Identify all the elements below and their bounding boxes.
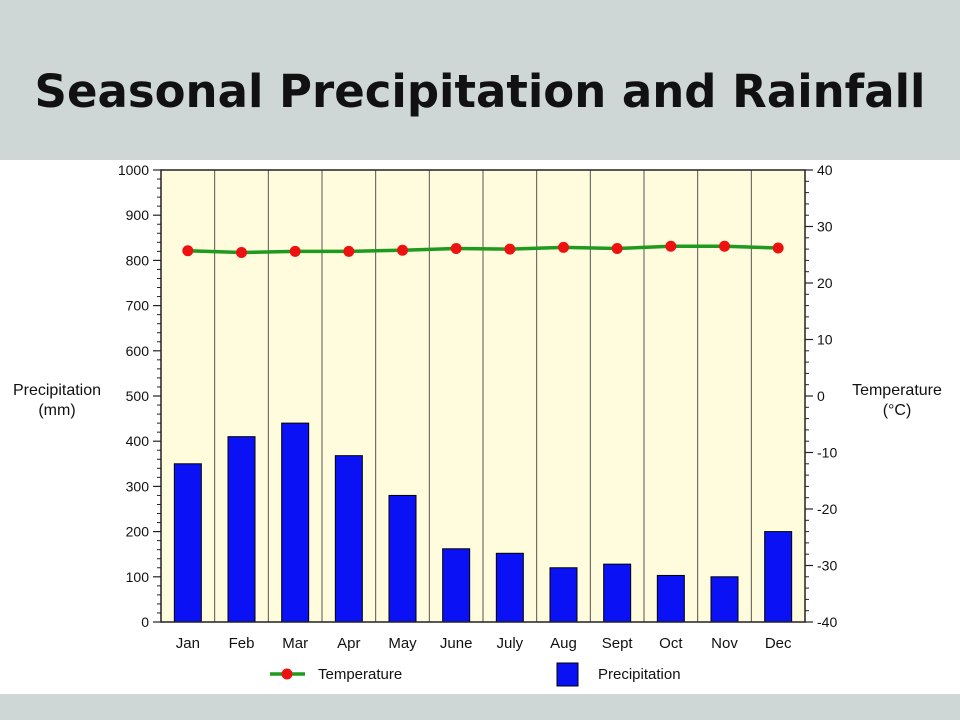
- right-axis-title: Temperature: [852, 382, 942, 399]
- x-axis-category-label: July: [496, 635, 523, 652]
- precipitation-bar: [603, 563, 632, 623]
- temperature-point: [289, 245, 301, 257]
- climate-chart: 01002003004005006007008009001000-40-30-2…: [13, 162, 942, 687]
- legend-temperature-marker-swatch: [281, 668, 293, 680]
- temperature-point: [450, 243, 462, 255]
- right-axis-tick-label: -40: [817, 614, 837, 630]
- x-axis-category-label: Oct: [659, 635, 683, 652]
- x-axis-category-label: Sept: [602, 635, 634, 652]
- right-axis-tick-label: 40: [817, 162, 833, 178]
- precipitation-bar: [334, 455, 363, 623]
- precipitation-bar: [764, 531, 793, 623]
- temperature-line: [187, 244, 779, 255]
- left-axis-tick-label: 1000: [118, 162, 149, 178]
- left-axis-tick-label: 100: [126, 569, 150, 585]
- legend-precipitation-swatch: [556, 662, 579, 687]
- right-axis-tick-label: -30: [817, 558, 837, 574]
- left-axis-tick-label: 700: [126, 298, 150, 314]
- x-axis-category-label: May: [388, 635, 417, 652]
- temperature-point: [611, 243, 623, 255]
- plot-frame: [160, 169, 806, 623]
- precipitation-bar: [227, 436, 256, 623]
- temperature-point: [504, 243, 516, 255]
- precipitation-bar: [549, 567, 578, 623]
- temperature-point: [343, 245, 355, 257]
- precipitation-bar: [388, 494, 417, 623]
- left-axis-tick-label: 500: [126, 388, 150, 404]
- right-axis-title-unit: (°C): [883, 402, 912, 419]
- precipitation-bar: [495, 552, 524, 623]
- precipitation-bar: [656, 574, 685, 623]
- right-axis-tick-label: -20: [817, 501, 837, 517]
- x-axis-category-label: Feb: [229, 635, 255, 652]
- precipitation-bar: [710, 576, 739, 623]
- x-axis-category-label: June: [440, 635, 473, 652]
- x-axis-category-label: Aug: [550, 635, 577, 652]
- temperature-point: [719, 240, 730, 252]
- x-axis-category-label: Mar: [282, 635, 308, 652]
- left-axis-tick-label: 0: [141, 614, 149, 630]
- left-axis-tick-label: 900: [126, 207, 150, 223]
- temperature-point: [665, 240, 677, 252]
- bottom-band: [0, 694, 960, 720]
- legend-temperature-label: Temperature: [318, 666, 402, 683]
- left-axis-title-unit: (mm): [38, 402, 75, 419]
- x-axis-category-label: Apr: [337, 635, 360, 652]
- legend-precipitation-label: Precipitation: [598, 666, 681, 683]
- right-axis-tick-label: 0: [817, 388, 825, 404]
- left-axis-tick-label: 200: [126, 524, 150, 540]
- x-axis-category-label: Dec: [765, 635, 792, 652]
- right-axis-tick-label: -10: [817, 445, 837, 461]
- temperature-point: [772, 242, 784, 254]
- left-axis-tick-label: 800: [126, 252, 150, 268]
- temperature-point: [236, 246, 247, 258]
- left-axis-title: Precipitation: [13, 382, 101, 399]
- precipitation-bar: [173, 463, 202, 623]
- precipitation-bar: [281, 422, 310, 623]
- right-axis-tick-label: 10: [817, 332, 833, 348]
- left-axis-tick-label: 400: [126, 433, 150, 449]
- left-axis-tick-label: 600: [126, 343, 150, 359]
- left-axis-tick-label: 300: [126, 478, 150, 494]
- precipitation-bar: [442, 548, 471, 623]
- temperature-point: [558, 241, 569, 253]
- right-axis-tick-label: 30: [817, 219, 833, 235]
- slide-title: Seasonal Precipitation and Rainfall: [34, 65, 926, 118]
- title-band: [0, 0, 960, 160]
- temperature-point: [182, 245, 194, 257]
- x-axis-category-label: Jan: [176, 635, 200, 652]
- temperature-point: [397, 244, 408, 256]
- right-axis-tick-label: 20: [817, 275, 833, 291]
- x-axis-category-label: Nov: [711, 635, 738, 652]
